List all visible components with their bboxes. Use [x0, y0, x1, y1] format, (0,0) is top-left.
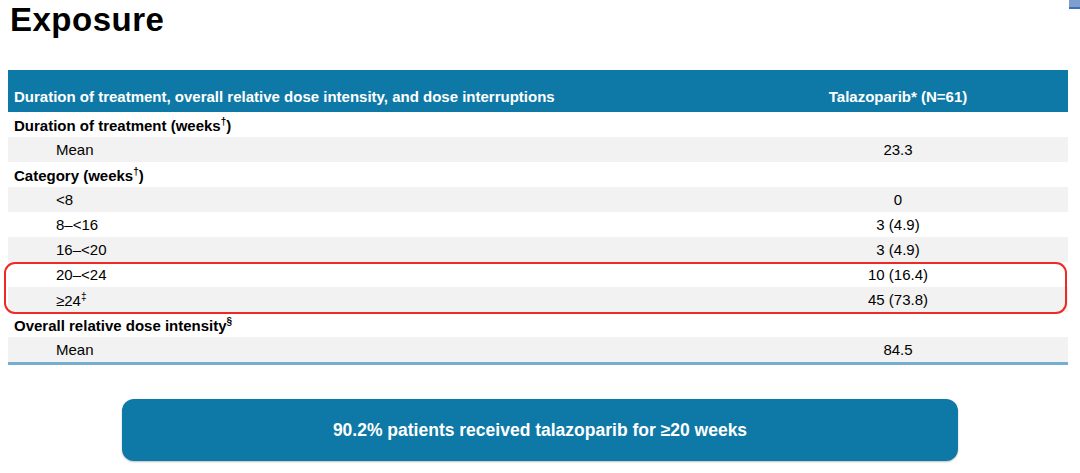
table-row: <8 0	[8, 187, 1068, 212]
row-label: 20–<24	[8, 266, 728, 283]
row-value: 45 (73.8)	[728, 291, 1068, 308]
page-title: Exposure	[10, 1, 164, 39]
row-label: Overall relative dose intensity§	[8, 316, 728, 334]
row-value: 84.5	[728, 341, 1068, 358]
table-row-highlighted: ≥24‡ 45 (73.8)	[8, 287, 1068, 312]
table-row-highlighted: 20–<24 10 (16.4)	[8, 262, 1068, 287]
table-row: Mean 23.3	[8, 137, 1068, 162]
row-label: <8	[8, 191, 728, 208]
table-row: 16–<20 3 (4.9)	[8, 237, 1068, 262]
table-header-talazoparib: Talazoparib* (N=61)	[728, 88, 1068, 112]
table-row: 8–<16 3 (4.9)	[8, 212, 1068, 237]
table-header-row: Duration of treatment, overall relative …	[8, 70, 1068, 112]
row-label: Mean	[8, 341, 728, 358]
key-takeaway-banner: 90.2% patients received talazoparib for …	[122, 399, 958, 461]
table-header-parameters: Duration of treatment, overall relative …	[8, 88, 728, 112]
table-row: Overall relative dose intensity§	[8, 312, 1068, 337]
exposure-table: Duration of treatment, overall relative …	[8, 70, 1068, 365]
row-label: 16–<20	[8, 241, 728, 258]
row-value: 3 (4.9)	[728, 241, 1068, 258]
row-label: Category (weeks†)	[8, 166, 728, 184]
table-row: Duration of treatment (weeks†)	[8, 112, 1068, 137]
cropped-logo-fragment	[1069, 0, 1080, 9]
row-label: Duration of treatment (weeks†)	[8, 116, 728, 134]
row-label: ≥24‡	[8, 291, 728, 309]
row-value: 10 (16.4)	[728, 266, 1068, 283]
table-row: Mean 84.5	[8, 337, 1068, 362]
row-label: 8–<16	[8, 216, 728, 233]
row-label: Mean	[8, 141, 728, 158]
row-value: 0	[728, 191, 1068, 208]
row-value: 23.3	[728, 141, 1068, 158]
table-row: Category (weeks†)	[8, 162, 1068, 187]
row-value: 3 (4.9)	[728, 216, 1068, 233]
